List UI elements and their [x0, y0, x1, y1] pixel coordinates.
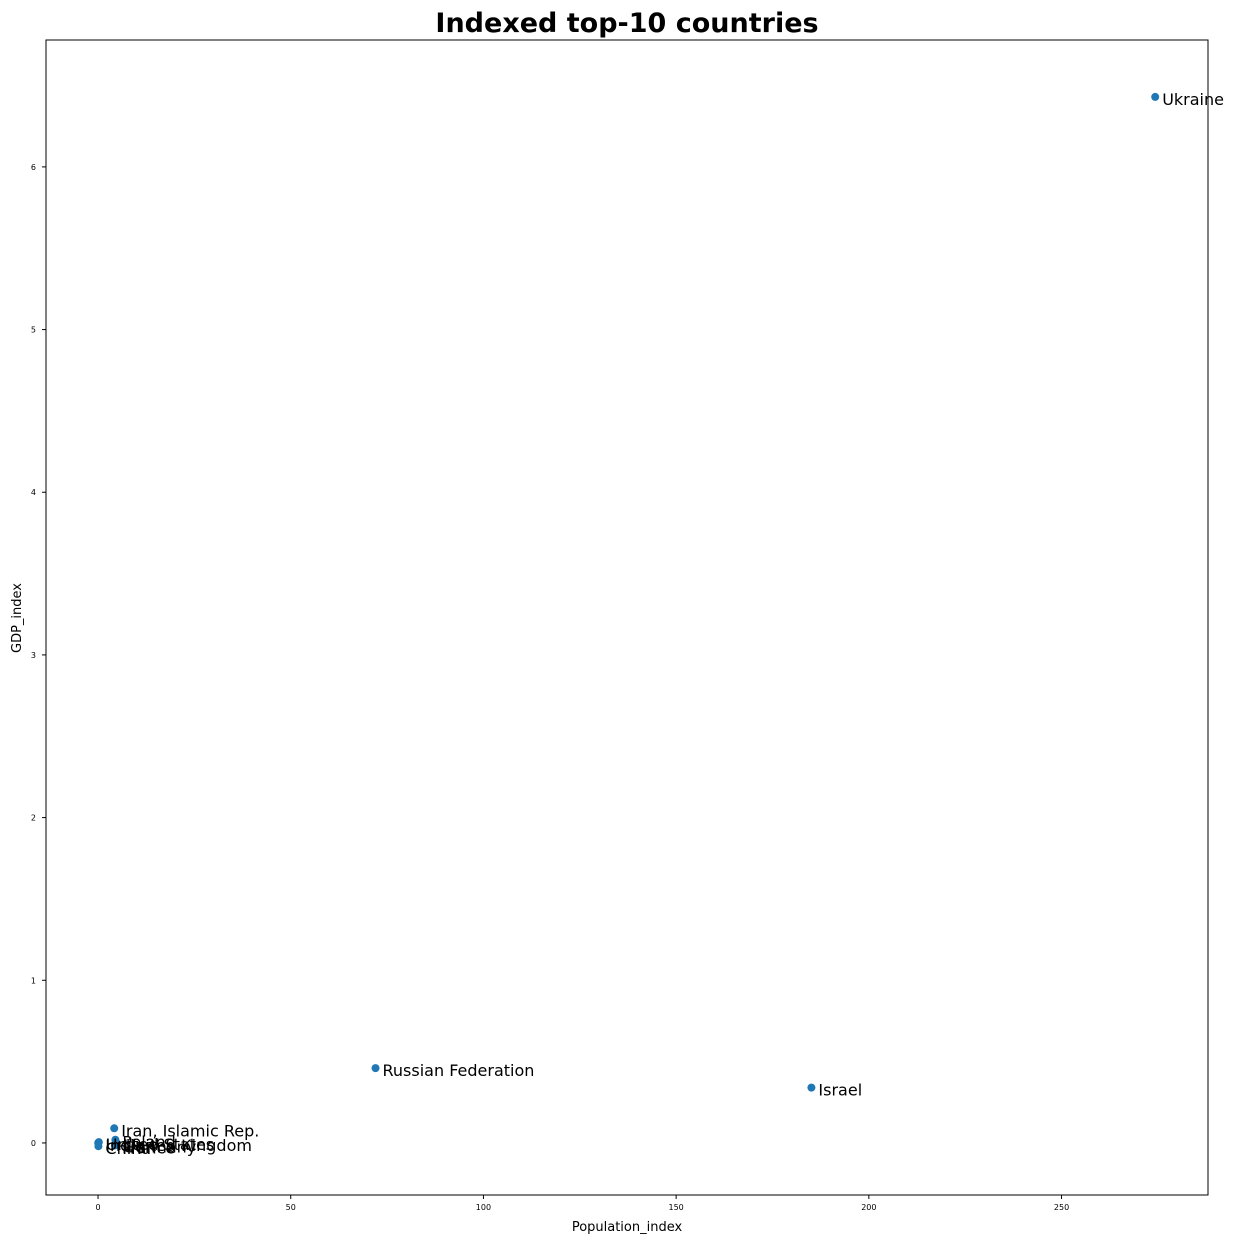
y-axis-ticks: 0 1 2 3 4 5 6	[31, 163, 46, 1148]
data-point-7	[110, 1141, 119, 1150]
point-label-1: Russian Federation	[383, 1061, 535, 1080]
plot-frame	[45, 39, 1209, 1196]
x-tick-label-0: 0	[95, 1203, 100, 1212]
point-label-7: France	[122, 1138, 175, 1157]
point-label-8: United States	[106, 1135, 214, 1154]
y-tick-label-0: 0	[31, 1139, 36, 1148]
x-tick-label-5: 250	[1054, 1203, 1069, 1212]
data-point-10	[94, 1142, 103, 1151]
y-tick-label-3: 3	[31, 651, 36, 660]
y-tick-label-6: 6	[31, 163, 36, 172]
point-label-9: India	[105, 1136, 144, 1155]
data-point-0	[1151, 92, 1160, 101]
data-point-2	[807, 1083, 816, 1092]
x-axis-label: Population_index	[572, 1220, 683, 1235]
point-labels: Ukraine Russian Federation Israel Iran, Isl…	[105, 90, 1224, 1158]
chart-title: Indexed top-10 countries	[435, 8, 818, 39]
x-tick-label-2: 100	[476, 1203, 491, 1212]
point-label-2: Israel	[818, 1081, 862, 1100]
y-tick-label-2: 2	[31, 814, 36, 823]
point-label-4: Poland	[122, 1133, 175, 1152]
x-tick-label-3: 150	[668, 1203, 683, 1212]
x-tick-label-4: 200	[861, 1203, 876, 1212]
y-axis-label: GDP_index	[10, 583, 25, 653]
data-point-1	[371, 1064, 380, 1073]
point-label-5: United Kingdom	[124, 1136, 252, 1155]
data-points	[94, 92, 1160, 1151]
plot-area: 0 50 100 150 200 250 0 1 2 3 4 5 6 Ukraine Russian F…	[31, 39, 1224, 1212]
point-label-3: Iran, Islamic Rep.	[121, 1121, 259, 1140]
x-axis-ticks: 0 50 100 150 200 250	[95, 1195, 1069, 1212]
point-label-10: China	[105, 1139, 151, 1158]
y-tick-label-5: 5	[31, 326, 36, 335]
y-tick-label-4: 4	[31, 488, 36, 497]
x-tick-label-1: 50	[286, 1203, 296, 1212]
point-label-0: Ukraine	[1162, 90, 1224, 109]
y-tick-label-1: 1	[31, 976, 36, 985]
point-label-6: Germany	[123, 1138, 197, 1157]
data-point-3	[110, 1124, 119, 1133]
